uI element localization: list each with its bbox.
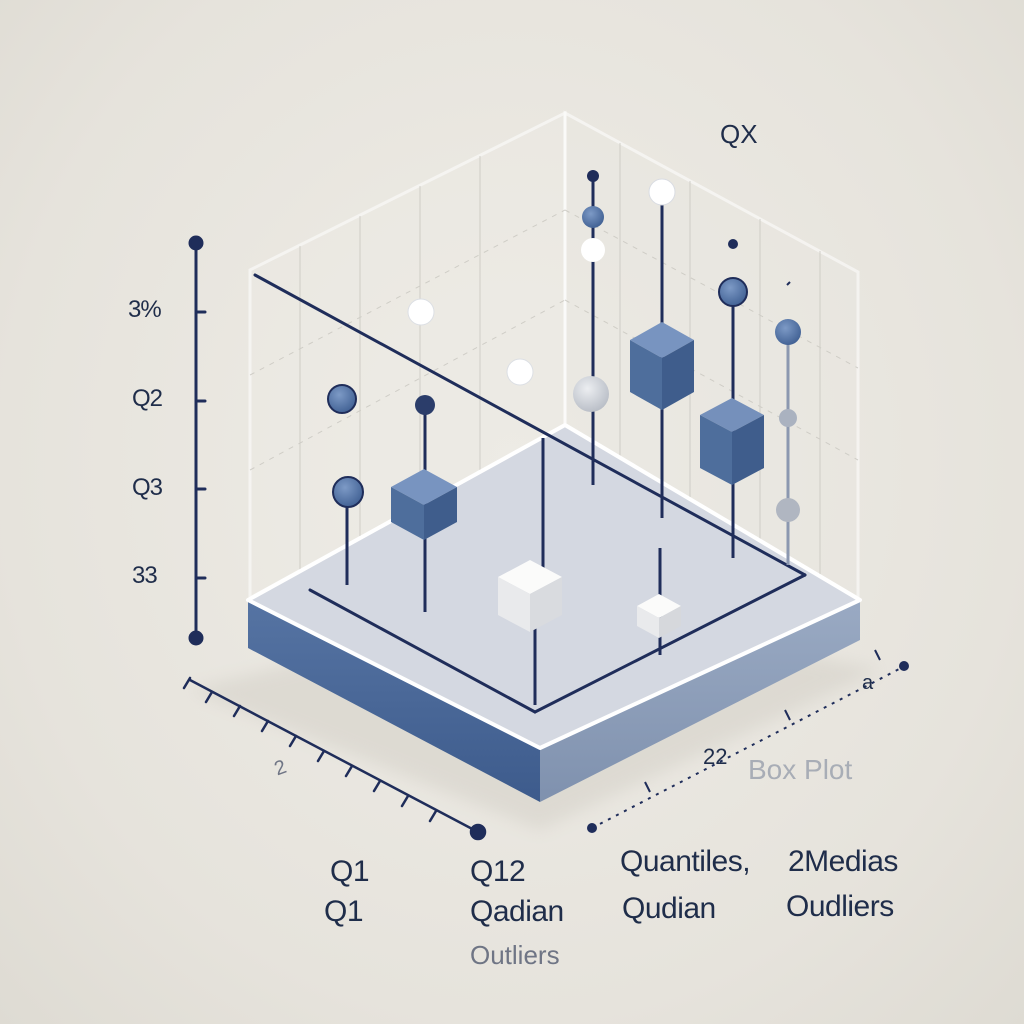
bottom-label-2a: Q12 bbox=[470, 855, 526, 888]
series-boxes bbox=[327, 170, 801, 705]
box-white-small bbox=[637, 594, 681, 638]
box-white-middle bbox=[498, 560, 562, 632]
outlier-point bbox=[718, 277, 748, 307]
y-tick-label: 33 bbox=[132, 562, 158, 589]
y-tick-label: 3% bbox=[128, 296, 162, 323]
bottom-label-3a: Quantiles, bbox=[620, 845, 751, 878]
box-tall bbox=[630, 322, 694, 410]
floor-axes bbox=[253, 273, 807, 714]
bottom-label-1b: Q1 bbox=[324, 895, 364, 928]
whisker bbox=[786, 281, 791, 286]
y-tick-label: Q3 bbox=[132, 474, 163, 501]
outlier-point bbox=[776, 498, 800, 522]
box-left bbox=[391, 469, 457, 540]
chart-title: Box Plot bbox=[748, 754, 853, 785]
bottom-label-4b: Oudliers bbox=[786, 890, 894, 923]
bottom-label-3b: Qudian bbox=[622, 892, 716, 925]
y-axis bbox=[188, 235, 207, 646]
bottom-label-4a: 2Medias bbox=[788, 845, 898, 878]
platform-side-right bbox=[540, 600, 860, 802]
bottom-label-1a: Q1 bbox=[330, 855, 370, 888]
outlier-point bbox=[587, 170, 599, 182]
outlier-point bbox=[779, 409, 797, 427]
small-label: 22 bbox=[703, 744, 728, 769]
outlier-point bbox=[332, 476, 364, 508]
outlier-point bbox=[506, 358, 534, 386]
outlier-point bbox=[573, 376, 609, 412]
z-axis-ruler bbox=[587, 649, 909, 833]
corner-label: QX bbox=[720, 119, 758, 149]
outlier-point bbox=[582, 206, 604, 228]
outlier-point bbox=[415, 395, 435, 415]
bottom-label-2b: Qadian bbox=[470, 895, 564, 928]
y-tick-label: Q2 bbox=[132, 385, 163, 412]
outlier-point bbox=[581, 238, 605, 262]
outlier-point bbox=[728, 239, 738, 249]
z-axis-label: a bbox=[862, 672, 874, 694]
outlier-point bbox=[407, 298, 435, 326]
platform-side-left bbox=[248, 600, 540, 802]
outlier-point bbox=[775, 319, 801, 345]
x-axis-ruler bbox=[182, 676, 487, 841]
outlier-point bbox=[648, 178, 676, 206]
outlier-point bbox=[327, 384, 357, 414]
bottom-label-2c: Outliers bbox=[470, 940, 560, 970]
box-right bbox=[700, 398, 764, 485]
